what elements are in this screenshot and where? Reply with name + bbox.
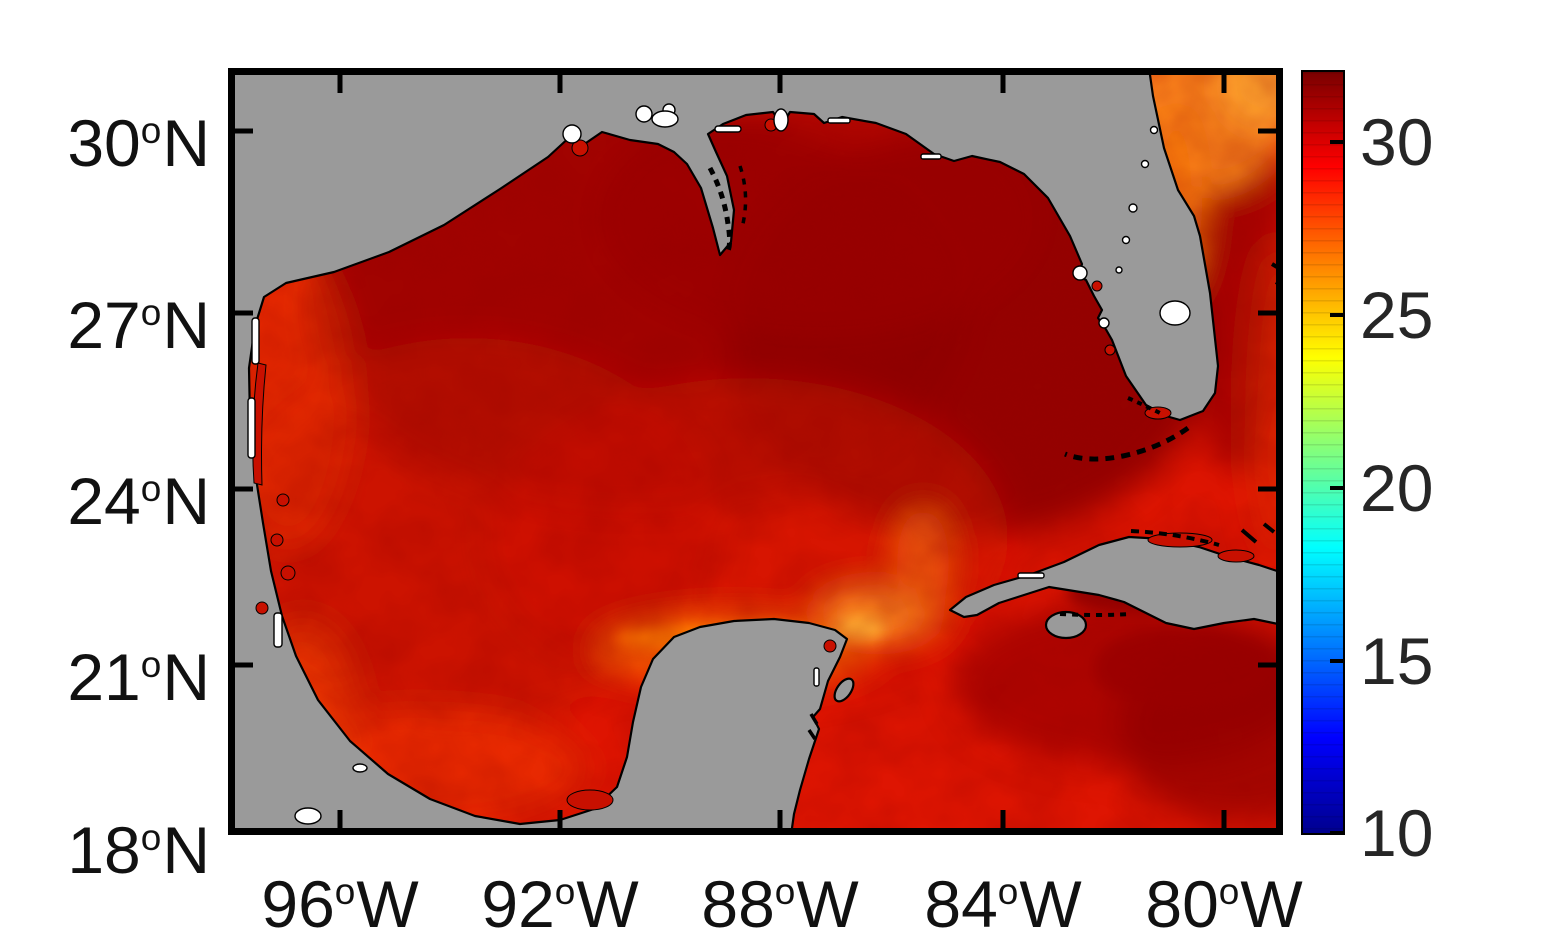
y-tick-value: 27 <box>67 287 141 362</box>
hemisphere: W <box>1019 866 1082 938</box>
colorbar-tick <box>1330 140 1343 144</box>
land-masses <box>228 68 1283 835</box>
hemisphere: N <box>162 287 210 362</box>
y-tick-value: 21 <box>67 639 141 714</box>
coastal-lagoons <box>252 118 1255 811</box>
degree-symbol: o <box>774 871 797 912</box>
x-tick-label-92w: 92oW <box>430 852 690 938</box>
colorbar-label-10: 10 <box>1360 796 1434 870</box>
colorbar-tick <box>1330 831 1343 835</box>
land-isla-juventud <box>1044 610 1088 640</box>
colorbar-tick <box>1330 313 1343 317</box>
y-tick-label-21n: 21oN <box>30 625 210 717</box>
degree-symbol: o <box>554 871 577 912</box>
degree-symbol: o <box>997 871 1020 912</box>
x-tick-value: 88 <box>701 866 775 938</box>
hemisphere: N <box>162 463 210 538</box>
y-tick-label-30n: 30oN <box>30 91 210 183</box>
land-cozumel <box>833 677 855 703</box>
colorbar-tick <box>1330 659 1343 663</box>
colorbar-tick <box>1330 486 1343 490</box>
hemisphere: W <box>356 866 419 938</box>
axes-frame <box>228 68 1283 835</box>
hemisphere: N <box>162 639 210 714</box>
degree-symbol: o <box>140 292 163 333</box>
y-tick-value: 30 <box>67 105 141 180</box>
y-tick-label-27n: 27oN <box>30 273 210 365</box>
x-tick-value: 92 <box>481 866 555 938</box>
y-tick-label-24n: 24oN <box>30 449 210 541</box>
y-tick-label-18n: 18oN <box>30 798 210 890</box>
x-tick-value: 80 <box>1145 866 1219 938</box>
degree-symbol: o <box>334 871 357 912</box>
degree-symbol: o <box>140 468 163 509</box>
colorbar-label-30: 30 <box>1360 105 1434 179</box>
degree-symbol: o <box>140 110 163 151</box>
hemisphere: N <box>162 812 210 887</box>
hemisphere: W <box>1240 866 1303 938</box>
hemisphere: W <box>576 866 639 938</box>
hemisphere: W <box>796 866 859 938</box>
x-tick-value: 96 <box>261 866 335 938</box>
no-data-patches <box>247 103 1191 825</box>
x-tick-label-96w: 96oW <box>210 852 470 938</box>
colorbar-label-25: 25 <box>1360 278 1434 352</box>
degree-symbol: o <box>140 644 163 685</box>
x-tick-label-80w: 80oW <box>1094 852 1354 938</box>
map-panel <box>228 68 1283 835</box>
x-tick-label-84w: 84oW <box>873 852 1133 938</box>
x-tick-value: 84 <box>924 866 998 938</box>
colorbar <box>1301 70 1345 835</box>
colorbar-label-20: 20 <box>1360 451 1434 525</box>
colorbar-label-15: 15 <box>1360 624 1434 698</box>
hemisphere: N <box>162 105 210 180</box>
y-tick-value: 18 <box>67 812 141 887</box>
degree-symbol: o <box>1218 871 1241 912</box>
y-tick-value: 24 <box>67 463 141 538</box>
degree-symbol: o <box>140 817 163 858</box>
land-cuba <box>948 535 1283 631</box>
gulf-of-mexico-sst-map <box>228 68 1283 835</box>
x-tick-label-88w: 88oW <box>650 852 910 938</box>
